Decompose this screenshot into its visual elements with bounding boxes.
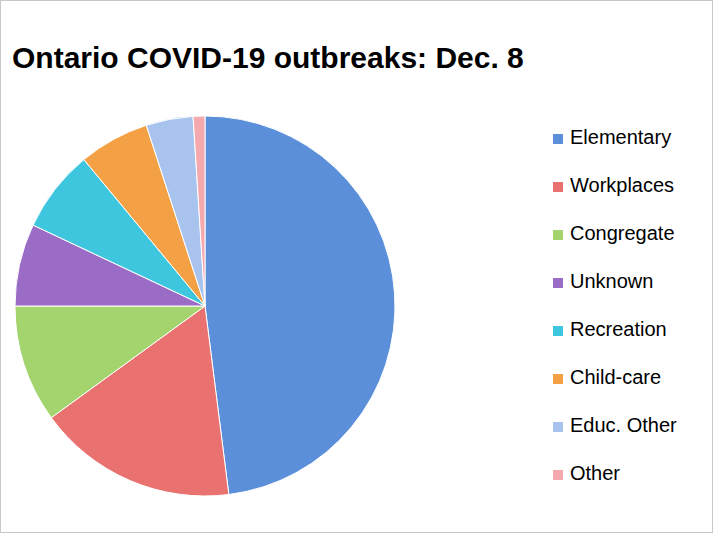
legend-label: Other (570, 462, 620, 484)
legend-swatch (553, 326, 563, 336)
legend-swatch (553, 374, 563, 384)
pie-slice (146, 116, 205, 306)
legend-swatch (553, 470, 563, 480)
pie-slice (205, 116, 395, 495)
legend-label: Educ. Other (570, 414, 677, 436)
legend-label: Recreation (570, 318, 667, 340)
legend-label: Unknown (570, 270, 653, 292)
pie (15, 116, 395, 496)
pie-slice (193, 116, 205, 306)
legend-label: Workplaces (570, 174, 674, 196)
legend-swatch (553, 134, 563, 144)
title: Ontario COVID-19 outbreaks: Dec. 8 (12, 41, 524, 74)
legend-swatch (553, 182, 563, 192)
legend-label: Congregate (570, 222, 675, 244)
chart-frame (1, 1, 713, 533)
legend-swatch (553, 422, 563, 432)
legend-label: Elementary (570, 126, 671, 148)
chart: Ontario COVID-19 outbreaks: Dec. 8 Elemen… (0, 0, 720, 540)
legend: Elementary Workplaces Congregate Unknown Rec… (553, 126, 677, 484)
chart-root: Ontario COVID-19 outbreaks: Dec. 8 Elemen… (0, 0, 720, 540)
pie-slice (15, 306, 205, 418)
legend-swatch (553, 278, 563, 288)
legend-label: Child-care (570, 366, 661, 388)
legend-swatch (553, 230, 563, 240)
